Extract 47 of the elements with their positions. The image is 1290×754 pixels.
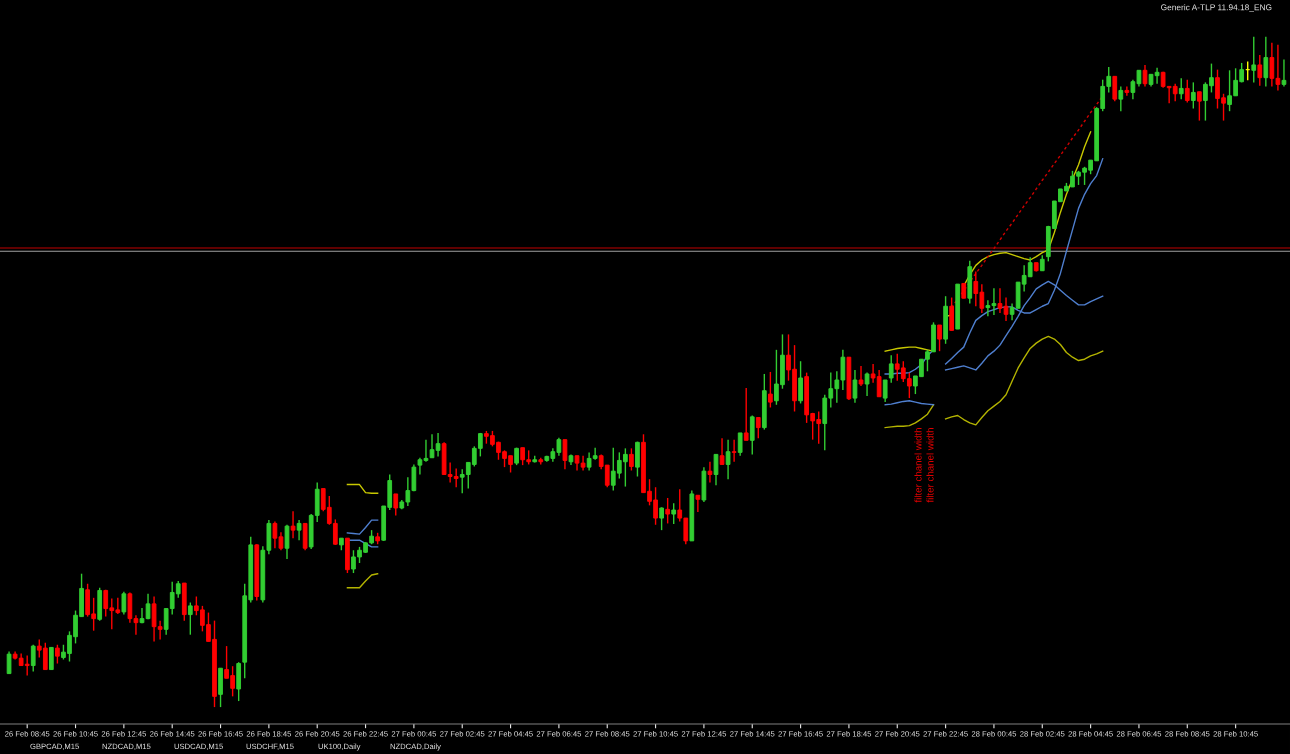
candlestick (719, 437, 725, 466)
candlestick (55, 644, 60, 665)
candlestick (659, 506, 664, 531)
candlestick (1251, 36, 1257, 84)
candlestick (393, 493, 399, 517)
candlestick (1190, 81, 1196, 110)
candlestick (852, 369, 858, 404)
candlestick (1281, 58, 1287, 88)
candlestick (671, 502, 677, 525)
candlestick (49, 646, 54, 671)
candlestick (888, 354, 894, 384)
candlestick (1124, 85, 1130, 97)
candlestick (725, 438, 731, 480)
candlestick (937, 324, 942, 352)
candlestick (798, 360, 803, 405)
candlestick (1197, 91, 1202, 122)
candlestick (284, 524, 290, 560)
candlestick (187, 601, 193, 636)
candlestick (1257, 54, 1263, 87)
candlestick (290, 510, 296, 539)
candlestick (1263, 36, 1269, 88)
candlestick (1184, 79, 1190, 104)
candlestick (665, 497, 671, 525)
annotation: filter chanel width (914, 428, 922, 503)
text: Generic A-TLP 11.94.18_ENG (1161, 4, 1272, 12)
candlestick (743, 387, 749, 442)
candlestick (707, 461, 713, 484)
candlestick (6, 650, 12, 675)
candlestick (858, 365, 864, 387)
candlestick (30, 644, 36, 673)
candlestick (755, 416, 761, 439)
candlestick (629, 447, 634, 472)
candlestick (713, 453, 719, 486)
candlestick (1142, 64, 1148, 88)
candlestick (1112, 75, 1118, 102)
candlestick (121, 591, 127, 616)
annotation: filter chanel width (926, 428, 934, 503)
candlestick (1178, 77, 1184, 100)
candlestick (768, 371, 773, 409)
candlestick (749, 414, 755, 456)
candlestick (737, 432, 743, 457)
candlestick (882, 379, 888, 403)
candlestick (731, 438, 737, 463)
candlestick (695, 494, 701, 513)
candlestick (1118, 85, 1124, 112)
candlestick (296, 519, 302, 541)
candlestick (562, 438, 568, 470)
